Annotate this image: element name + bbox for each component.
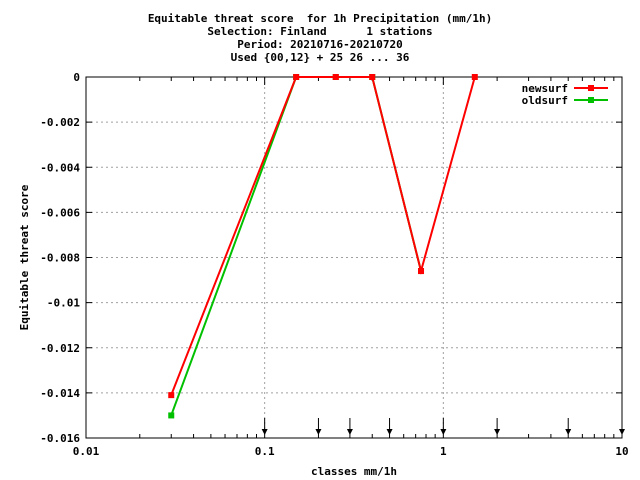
arrow-marker-head xyxy=(315,429,322,435)
y-tick-label: -0.002 xyxy=(40,116,80,129)
chart-title-line-1: Equitable threat score for 1h Precipitat… xyxy=(147,12,493,25)
y-tick-label: -0.012 xyxy=(40,342,80,355)
arrow-marker-head xyxy=(440,429,447,435)
x-axis-label: classes mm/1h xyxy=(311,465,397,478)
arrow-marker-head xyxy=(346,429,353,435)
legend-label-oldsurf: oldsurf xyxy=(522,94,568,107)
arrow-marker-head xyxy=(494,429,501,435)
series-point-newsurf xyxy=(369,74,376,80)
series-point-newsurf xyxy=(168,392,175,399)
y-tick-label: 0 xyxy=(73,71,80,84)
y-axis-ticks: 0 -0.002 -0.004 -0.006 -0.008 -0.01 -0.012 -0.0… xyxy=(40,71,622,445)
x-axis-ticks: 0.01 0.1 1 10 xyxy=(73,77,629,458)
y-tick-label: -0.008 xyxy=(40,252,80,265)
series-point-newsurf xyxy=(471,74,478,80)
series-line-oldsurf xyxy=(170,76,422,416)
y-tick-label: -0.016 xyxy=(40,432,80,445)
series-point-newsurf xyxy=(418,268,425,275)
x-tick-label: 0.01 xyxy=(73,445,100,458)
class-arrow-markers xyxy=(261,418,625,435)
arrow-marker-head xyxy=(261,429,268,435)
legend-label-newsurf: newsurf xyxy=(522,82,568,95)
y-tick-label: -0.004 xyxy=(40,161,80,174)
series-line-newsurf xyxy=(170,76,476,396)
x-tick-label: 10 xyxy=(615,445,628,458)
series-point-oldsurf xyxy=(168,412,175,419)
y-tick-label: -0.01 xyxy=(47,297,80,310)
arrow-marker-head xyxy=(565,429,572,435)
arrow-marker-head xyxy=(386,429,393,435)
x-tick-label: 0.1 xyxy=(255,445,275,458)
legend-marker-newsurf xyxy=(588,85,594,91)
chart-title-line-2: Selection: Finland 1 stations xyxy=(207,25,433,38)
data-series xyxy=(168,74,478,419)
grid-lines xyxy=(86,77,622,438)
series-point-newsurf xyxy=(293,74,300,80)
chart-title-line-4: Used {00,12} + 25 26 ... 36 xyxy=(230,51,410,64)
series-point-newsurf xyxy=(332,74,339,80)
x-tick-label: 1 xyxy=(440,445,447,458)
legend-marker-oldsurf xyxy=(588,97,594,103)
y-tick-label: -0.006 xyxy=(40,206,80,219)
arrow-marker-head xyxy=(619,429,625,435)
chart-title-line-3: Period: 20210716-20210720 xyxy=(237,38,403,51)
y-tick-label: -0.014 xyxy=(40,387,80,400)
y-axis-label: Equitable threat score xyxy=(18,184,31,330)
